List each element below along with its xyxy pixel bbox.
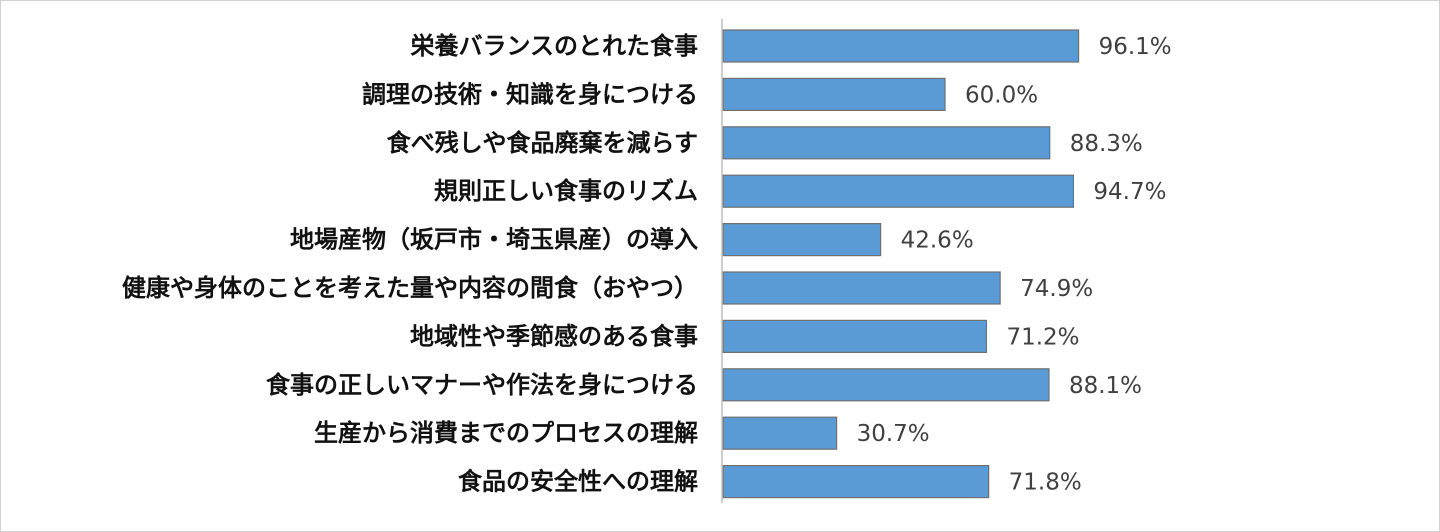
bar-4 — [722, 223, 882, 257]
value-label-0: 96.1% — [1099, 34, 1172, 60]
category-label-1: 調理の技術・知識を身につける — [362, 80, 698, 108]
category-label-7: 食事の正しいマナーや作法を身につける — [266, 371, 698, 399]
value-label-6: 71.2% — [1006, 324, 1079, 350]
bar-9 — [722, 465, 990, 499]
bar-2 — [722, 126, 1051, 160]
bar-0 — [722, 29, 1080, 63]
value-label-1: 60.0% — [965, 82, 1038, 108]
category-label-3: 規則正しい食事のリズム — [434, 177, 698, 205]
category-label-4: 地場産物（坂戸市・埼玉県産）の導入 — [290, 226, 698, 254]
value-label-3: 94.7% — [1093, 179, 1166, 205]
bar-3 — [722, 174, 1074, 208]
bar-5 — [722, 271, 1001, 305]
bar-8 — [722, 416, 838, 450]
category-label-5: 健康や身体のことを考えた量や内容の間食（おやつ） — [122, 274, 698, 302]
bar-1 — [722, 77, 946, 112]
value-label-5: 74.9% — [1020, 276, 1093, 302]
value-label-2: 88.3% — [1070, 131, 1143, 157]
category-label-0: 栄養バランスのとれた食事 — [409, 32, 698, 60]
category-label-2: 食べ残しや食品廃棄を減らす — [387, 129, 698, 157]
value-label-4: 42.6% — [901, 228, 974, 254]
bar-7 — [722, 368, 1050, 402]
bars-layer — [722, 29, 1080, 499]
category-label-9: 食品の安全性への理解 — [458, 468, 698, 496]
value-label-7: 88.1% — [1069, 373, 1142, 399]
bar-6 — [722, 319, 988, 353]
value-label-8: 30.7% — [857, 421, 930, 447]
category-label-6: 地域性や季節感のある食事 — [410, 322, 698, 350]
value-label-9: 71.8% — [1009, 470, 1082, 496]
category-label-8: 生産から消費までのプロセスの理解 — [314, 419, 698, 447]
labels-layer: 栄養バランスのとれた食事 96.1% 調理の技術・知識を身につける 60.0% 食べ残し… — [122, 32, 1172, 496]
